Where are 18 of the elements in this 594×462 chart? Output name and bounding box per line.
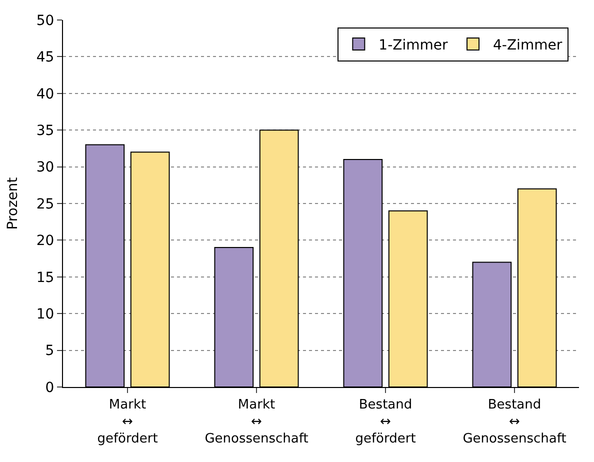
- y-tick-label: 20: [36, 233, 54, 250]
- y-tick-label: 5: [45, 343, 54, 360]
- y-tick-label: 25: [36, 196, 54, 212]
- x-tick-label: Bestand ↔ gefördert: [355, 398, 416, 446]
- y-tick-label: 50: [36, 12, 54, 29]
- y-tick-label: 0: [45, 380, 54, 396]
- y-tick-label: 45: [36, 50, 54, 66]
- y-tick-label: 30: [36, 160, 54, 176]
- y-tick-label: 35: [36, 123, 54, 139]
- x-tick-label: Markt ↔ Genossenschaft: [204, 398, 308, 446]
- y-tick-label: 40: [36, 86, 54, 102]
- y-tick-label: 15: [36, 270, 54, 286]
- legend-label: 1-Zimmer: [378, 37, 448, 54]
- legend-label: 4-Zimmer: [493, 37, 562, 54]
- x-tick-label: Markt ↔ gefördert: [97, 398, 158, 446]
- x-tick-label: Bestand ↔ Genossenschaft: [462, 398, 566, 446]
- y-tick-label: 10: [36, 306, 54, 322]
- y-axis-title: Prozent: [4, 176, 21, 230]
